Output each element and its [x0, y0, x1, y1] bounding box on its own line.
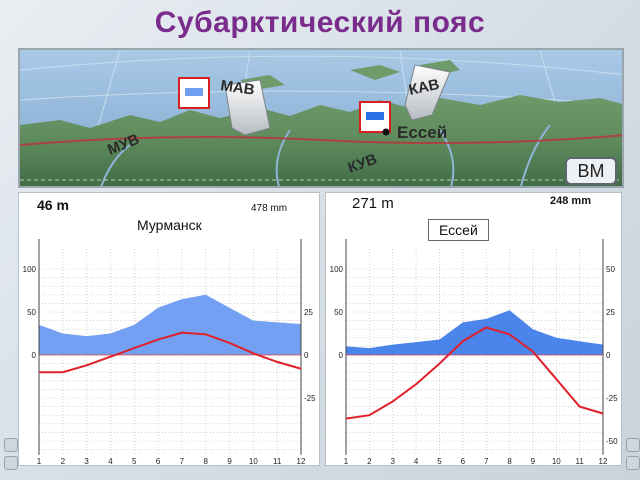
month-tick-label: 11	[273, 457, 282, 466]
slide-title: Субарктический пояс	[154, 6, 486, 39]
vm-button[interactable]: ВМ	[565, 157, 617, 185]
altitude-label: 46 m	[37, 197, 69, 213]
precipitation-area	[346, 310, 603, 355]
month-tick-label: 7	[180, 457, 185, 466]
right-tick-label: -25	[304, 394, 316, 403]
month-tick-label: 6	[461, 457, 466, 466]
right-tick-label: 25	[606, 308, 615, 317]
right-tick-label: 50	[606, 265, 615, 274]
climate-chart-murmansk: 46 m 478 mm Мурманск 100 50 0 25 0 -25 1 2 3 4 5 6 7…	[18, 192, 320, 466]
month-tick-label: 12	[599, 457, 608, 466]
left-tick-label: 0	[32, 351, 37, 360]
air-mass-arrow	[224, 79, 271, 136]
month-tick-label: 5	[132, 457, 137, 466]
left-tick-label: 50	[27, 308, 36, 317]
right-tick-label: -25	[606, 394, 618, 403]
month-tick-label: 12	[297, 457, 306, 466]
month-tick-label: 7	[484, 457, 489, 466]
month-tick-label: 4	[414, 457, 419, 466]
climate-map: МАВ КАВ МУВ КУВ Ессей	[18, 48, 624, 188]
right-tick-label: 25	[304, 308, 313, 317]
month-tick-label: 5	[437, 457, 442, 466]
right-tick-label: 0	[304, 351, 309, 360]
month-tick-label: 6	[156, 457, 161, 466]
left-tick-label: 50	[334, 308, 343, 317]
station-name: Мурманск	[137, 217, 202, 233]
month-tick-label: 8	[204, 457, 209, 466]
map-graphic: МАВ КАВ МУВ КУВ Ессей	[20, 50, 622, 186]
month-tick-label: 2	[61, 457, 66, 466]
month-tick-label: 2	[367, 457, 372, 466]
climate-chart-yessey: 271 m 248 mm Ессей 100 50 0 50 25 0 -25 -50 1 2 3 4…	[325, 192, 622, 466]
month-tick-label: 10	[552, 457, 561, 466]
temperature-line	[345, 326, 604, 420]
month-tick-label: 1	[344, 457, 349, 466]
month-tick-label: 3	[84, 457, 89, 466]
air-mass-label-mav: МАВ	[219, 77, 255, 99]
month-tick-label: 3	[391, 457, 396, 466]
altitude-label: 271 m	[352, 195, 394, 212]
air-mass-label-kav: КАВ	[407, 76, 441, 99]
precipitation-area	[39, 294, 301, 355]
month-tick-label: 8	[507, 457, 512, 466]
right-tick-label: 0	[606, 351, 611, 360]
air-mass-arrow	[404, 64, 451, 121]
right-tick-label: -50	[606, 437, 618, 446]
month-tick-label: 10	[249, 457, 258, 466]
prev-slide-button[interactable]	[4, 438, 18, 452]
month-tick-label: 4	[108, 457, 113, 466]
precip-total-label: 248 mm	[550, 195, 591, 207]
next-slide-button-right[interactable]	[626, 456, 640, 470]
left-tick-label: 100	[330, 265, 344, 274]
prev-slide-button-right[interactable]	[626, 438, 640, 452]
station-name: Ессей	[428, 219, 489, 241]
next-slide-button[interactable]	[4, 456, 18, 470]
month-tick-label: 11	[575, 457, 584, 466]
month-tick-label: 1	[37, 457, 42, 466]
left-tick-label: 100	[23, 265, 37, 274]
month-tick-label: 9	[531, 457, 536, 466]
month-tick-label: 9	[227, 457, 232, 466]
precip-total-label: 478 mm	[251, 203, 288, 214]
city-label-yessey: Ессей	[397, 123, 447, 142]
temperature-line	[39, 331, 302, 374]
left-tick-label: 0	[339, 351, 344, 360]
